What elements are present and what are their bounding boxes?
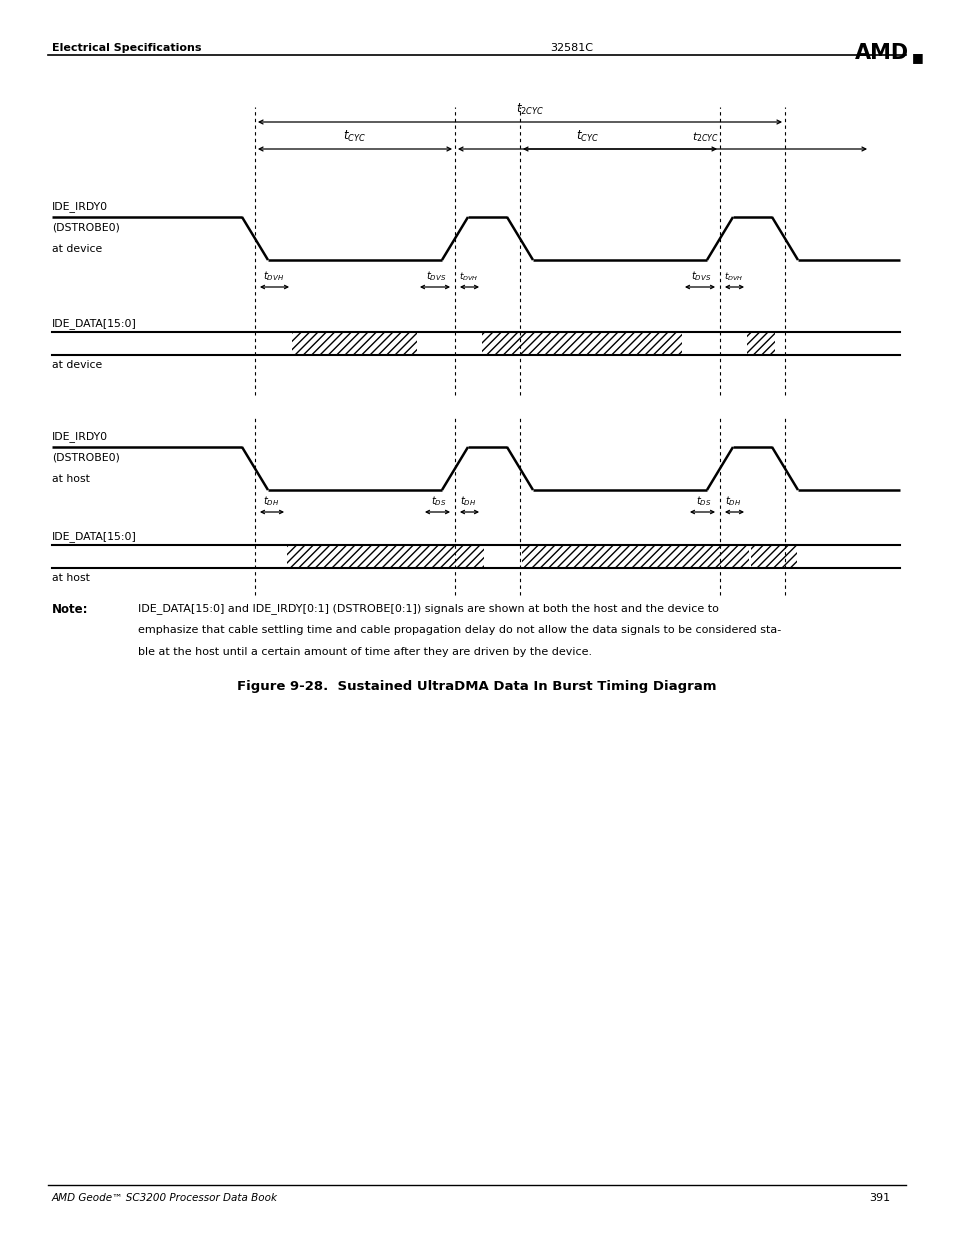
Text: at host: at host: [52, 573, 90, 583]
Bar: [521, 545, 748, 568]
Text: $t_{DVS}$: $t_{DVS}$: [690, 269, 710, 283]
Text: $t_{DS}$: $t_{DS}$: [695, 494, 711, 508]
Text: $t_{DVS}$: $t_{DVS}$: [425, 269, 446, 283]
Text: emphasize that cable settling time and cable propagation delay do not allow the : emphasize that cable settling time and c…: [138, 625, 781, 635]
Bar: [750, 545, 796, 568]
Text: IDE_IRDY0: IDE_IRDY0: [52, 201, 108, 212]
Text: $t_{CYC}$: $t_{CYC}$: [576, 128, 598, 144]
Text: $t_{DH}$: $t_{DH}$: [460, 494, 476, 508]
Text: Figure 9-28.  Sustained UltraDMA Data In Burst Timing Diagram: Figure 9-28. Sustained UltraDMA Data In …: [237, 680, 716, 693]
Text: Electrical Specifications: Electrical Specifications: [52, 43, 201, 53]
Text: $t_{2CYC}$: $t_{2CYC}$: [691, 130, 718, 144]
Text: $t_{DS}$: $t_{DS}$: [431, 494, 446, 508]
Text: at host: at host: [52, 474, 90, 484]
Bar: [287, 545, 483, 568]
Text: IDE_IRDY0: IDE_IRDY0: [52, 431, 108, 442]
Text: (DSTROBE0): (DSTROBE0): [52, 224, 120, 233]
Text: $t_{DH}$: $t_{DH}$: [262, 494, 279, 508]
Text: IDE_DATA[15:0] and IDE_IRDY[0:1] (DSTROBE[0:1]) signals are shown at both the ho: IDE_DATA[15:0] and IDE_IRDY[0:1] (DSTROB…: [138, 603, 719, 614]
Text: IDE_DATA[15:0]: IDE_DATA[15:0]: [52, 531, 136, 542]
Text: 391: 391: [868, 1193, 889, 1203]
Text: 32581C: 32581C: [550, 43, 593, 53]
Text: IDE_DATA[15:0]: IDE_DATA[15:0]: [52, 319, 136, 329]
Text: $t_{DH}$: $t_{DH}$: [724, 494, 740, 508]
Text: AMD Geode™ SC3200 Processor Data Book: AMD Geode™ SC3200 Processor Data Book: [52, 1193, 277, 1203]
Bar: [292, 332, 416, 354]
Text: $t_{2CYC}$: $t_{2CYC}$: [516, 103, 543, 117]
Text: AMD: AMD: [854, 43, 908, 63]
Text: (DSTROBE0): (DSTROBE0): [52, 453, 120, 463]
Bar: [746, 332, 774, 354]
Text: $t_{DVH}$: $t_{DVH}$: [458, 270, 477, 283]
Text: ble at the host until a certain amount of time after they are driven by the devi: ble at the host until a certain amount o…: [138, 647, 592, 657]
Text: at device: at device: [52, 359, 102, 370]
Text: at device: at device: [52, 245, 102, 254]
Text: $t_{CYC}$: $t_{CYC}$: [343, 128, 366, 144]
Text: $t_{DVH}$: $t_{DVH}$: [263, 269, 284, 283]
Bar: [481, 332, 681, 354]
Text: $t_{DVH}$: $t_{DVH}$: [723, 270, 742, 283]
Text: Note:: Note:: [52, 603, 89, 616]
Text: ■: ■: [911, 51, 923, 64]
